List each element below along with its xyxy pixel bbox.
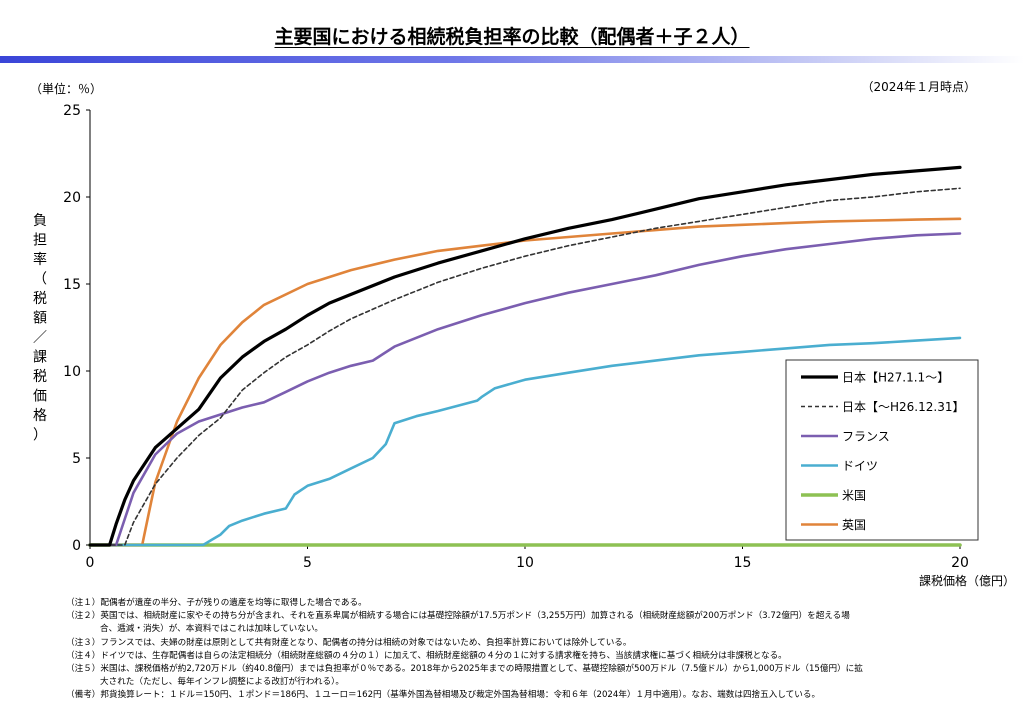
note-item: （注３）フランスでは、夫婦の財産は原則として共有財産となり、配偶者の持分は相続の…: [66, 637, 1024, 650]
y-tick-label: 0: [72, 538, 81, 554]
y-tick-label: 5: [72, 451, 81, 467]
y-axis-label-char: 格: [33, 408, 47, 424]
x-tick-label: 20: [951, 555, 969, 571]
series-line-2: [88, 232, 962, 547]
note-label: （注２）: [66, 611, 101, 622]
y-axis-label-char: 額: [33, 311, 47, 327]
as-of-date: （2024年１月時点）: [861, 80, 976, 94]
x-axis-label: 課税価格（億円）: [919, 573, 1015, 588]
note-label: （注４）: [66, 650, 101, 661]
y-tick-label: 15: [63, 277, 81, 293]
note-continuation: 大された（ただし、毎年インフレ調整による改訂が行われる）。: [100, 677, 344, 688]
note-text: 配偶者が遺産の半分、子が残りの遺産を均等に取得した場合である。: [100, 598, 367, 608]
note-label: （注５）: [66, 664, 101, 675]
y-axis-label-char: 率: [33, 251, 47, 268]
y-axis-label-char: 課: [33, 350, 47, 366]
legend-box: [785, 359, 979, 541]
y-tick-label: 10: [63, 364, 81, 380]
note-item: （備考）邦貨換算レート：１ドル＝150円、１ポンド＝186円、１ユーロ＝162円…: [66, 689, 1024, 702]
note-text: フランスでは、夫婦の財産は原則として共有財産となり、配偶者の持分は相続の対象では…: [100, 637, 632, 648]
legend-label: ドイツ: [842, 459, 878, 473]
note-item: （注４）ドイツでは、生存配偶者は自らの法定相続分（相続財産総額の４分の１）に加え…: [66, 650, 1024, 663]
legend-label: 英国: [842, 518, 866, 532]
note-item: （注２）英国では、相続財産に家やその持ち分が含まれ、それを直系卑属が相続する場合…: [66, 610, 1024, 623]
y-tick-label: 25: [63, 103, 81, 119]
note-text: 米国は、課税価格が約2,720万ドル（約40.8億円）までは負担率が０％である。…: [100, 664, 863, 675]
y-tick-label: 20: [63, 190, 81, 206]
series-line-5: [88, 217, 962, 547]
x-tick-label: 5: [303, 555, 312, 571]
x-tick-label: 15: [734, 555, 752, 571]
note-text: 英国では、相続財産に家やその持ち分が含まれ、それを直系卑属が相続する場合には基礎…: [100, 611, 850, 622]
note-continuation: 合、逓減・消失）が、本資料ではこれは加味していない。: [100, 624, 324, 635]
note-label: （備考）: [66, 690, 101, 701]
x-tick-label: 10: [516, 555, 534, 571]
y-axis-label-char: ／: [33, 330, 47, 346]
legend-label: 米国: [842, 489, 866, 503]
note-item: （注１）配偶者が遺産の半分、子が残りの遺産を均等に取得した場合である。: [66, 597, 1024, 610]
legend-label: 日本【H27.1.1〜】: [842, 371, 949, 385]
note-label: （注１）: [66, 598, 101, 608]
title-accent-bar: [0, 56, 1024, 63]
notes-block: （注１）配偶者が遺産の半分、子が残りの遺産を均等に取得した場合である。 （注２）英…: [66, 597, 1024, 703]
y-axis-label-char: 税: [33, 291, 47, 307]
note-label: （注３）: [66, 637, 101, 648]
y-axis-label-char: 税: [33, 369, 47, 385]
series-line-3: [88, 336, 962, 547]
unit-label: （単位：％）: [30, 82, 103, 96]
y-axis-label-char: 価: [33, 389, 47, 405]
chart-title: 主要国における相続税負担率の比較（配偶者＋子２人）: [274, 26, 750, 48]
note-text: 邦貨換算レート：１ドル＝150円、１ポンド＝186円、１ユーロ＝162円（基準外…: [100, 690, 821, 701]
x-tick-label: 0: [86, 555, 95, 571]
note-item: （注５）米国は、課税価格が約2,720万ドル（約40.8億円）までは負担率が０％…: [66, 663, 1024, 676]
y-axis-label-char: （: [33, 272, 47, 288]
note-text: ドイツでは、生存配偶者は自らの法定相続分（相続財産総額の４分の１）に加えて、相続…: [100, 650, 787, 661]
y-axis-label-char: ）: [33, 428, 47, 444]
legend-label: フランス: [842, 430, 890, 444]
y-axis-label-char: 負: [33, 213, 47, 229]
legend-label: 日本【〜H26.12.31】: [842, 400, 964, 414]
series-line-0: [88, 165, 962, 547]
series-line-1: [89, 187, 961, 546]
y-axis-label-char: 担: [33, 233, 47, 249]
